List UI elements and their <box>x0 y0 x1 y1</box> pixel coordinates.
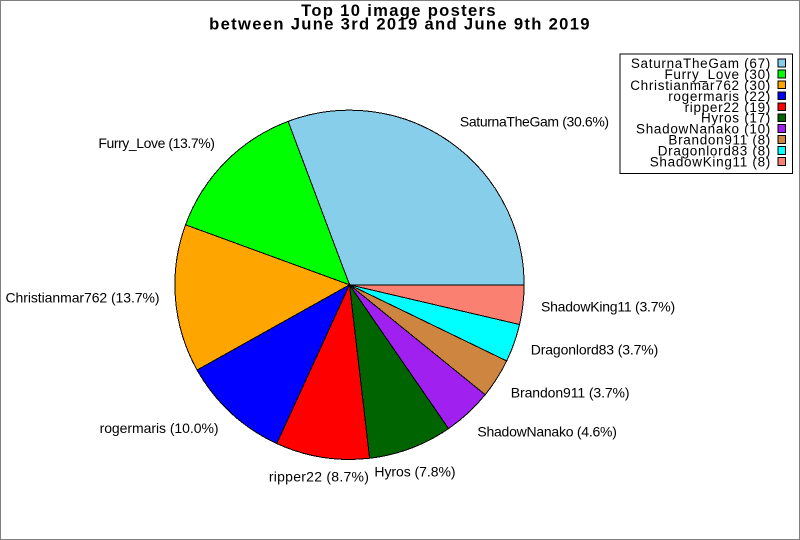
svg-text:rogermaris (10.0%): rogermaris (10.0%) <box>100 420 219 436</box>
svg-text:Christianmar762 (30): Christianmar762 (30) <box>630 78 771 93</box>
svg-text:SaturnaTheGam (67): SaturnaTheGam (67) <box>631 56 771 71</box>
svg-text:SaturnaTheGam (30.6%): SaturnaTheGam (30.6%) <box>460 114 609 130</box>
svg-text:Furry_Love (30): Furry_Love (30) <box>664 67 771 82</box>
svg-text:ShadowKing11 (3.7%): ShadowKing11 (3.7%) <box>541 299 675 315</box>
svg-text:Furry_Love (13.7%): Furry_Love (13.7%) <box>98 135 214 151</box>
svg-text:ShadowNanako (10): ShadowNanako (10) <box>636 122 771 137</box>
svg-text:ShadowNanako (4.6%): ShadowNanako (4.6%) <box>477 423 616 439</box>
svg-text:Dragonlord83 (3.7%): Dragonlord83 (3.7%) <box>531 342 658 358</box>
svg-text:ripper22 (8.7%): ripper22 (8.7%) <box>269 469 369 485</box>
svg-text:ShadowKing11 (8): ShadowKing11 (8) <box>650 154 771 169</box>
svg-text:between June 3rd 2019 and June: between June 3rd 2019 and June 9th 2019 <box>209 15 591 34</box>
svg-text:Dragonlord83 (8): Dragonlord83 (8) <box>658 144 771 159</box>
svg-text:Christianmar762 (13.7%): Christianmar762 (13.7%) <box>5 290 159 306</box>
svg-text:Brandon911 (3.7%): Brandon911 (3.7%) <box>511 384 630 400</box>
svg-text:rogermaris (22): rogermaris (22) <box>668 89 771 104</box>
svg-text:Hyros (7.8%): Hyros (7.8%) <box>374 464 455 480</box>
svg-text:Top 10 image posters: Top 10 image posters <box>301 1 497 20</box>
svg-text:ripper22 (19): ripper22 (19) <box>685 100 771 115</box>
svg-text:Hyros (17): Hyros (17) <box>701 111 771 126</box>
svg-text:Brandon911 (8): Brandon911 (8) <box>668 133 771 148</box>
